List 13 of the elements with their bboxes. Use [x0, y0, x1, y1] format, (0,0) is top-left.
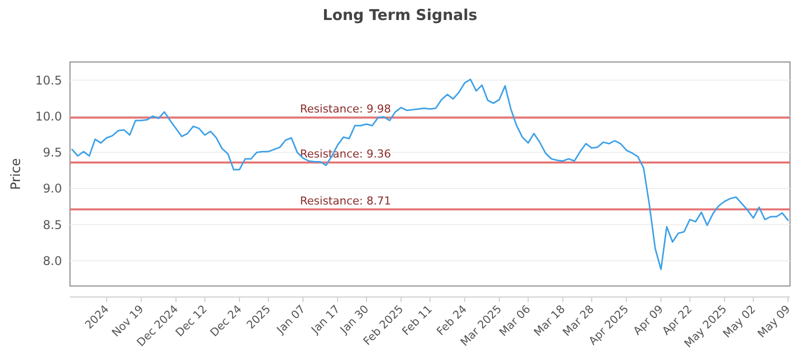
- line-series: [71, 78, 789, 270]
- ref-line-label: Resistance: 9.98: [300, 102, 391, 116]
- chart-title: Long Term Signals: [322, 6, 478, 24]
- x-tick-label: Dec 24: [208, 302, 244, 340]
- x-tick-label: Jan 07: [274, 302, 308, 337]
- y-tick-label: 10.5: [35, 73, 62, 88]
- ref-line-label: Resistance: 8.71: [300, 194, 391, 208]
- y-axis-title: Price: [9, 158, 24, 190]
- y-tick-label: 8.0: [42, 254, 62, 268]
- y-tick-label: 9.0: [42, 182, 62, 196]
- y-tick-label: 8.5: [42, 218, 62, 232]
- y-tick-label: 9.5: [42, 146, 62, 160]
- y-tick-label: 10.0: [35, 109, 62, 124]
